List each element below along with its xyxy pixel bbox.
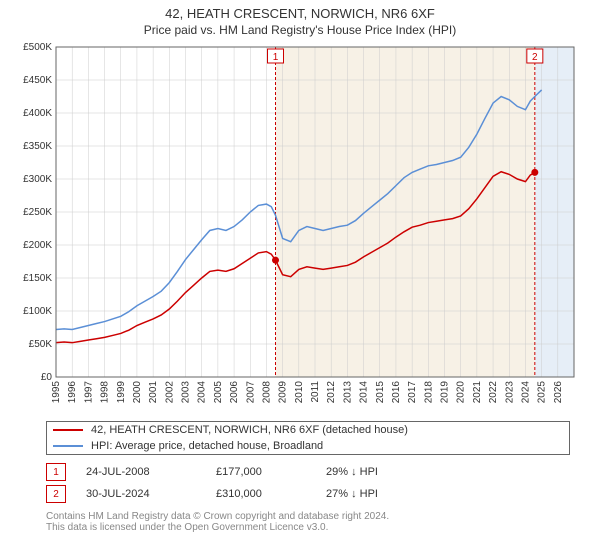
sale-delta: 29% ↓ HPI: [326, 466, 570, 478]
svg-text:£200K: £200K: [23, 240, 52, 251]
sales-row: 2 30-JUL-2024 £310,000 27% ↓ HPI: [46, 483, 570, 505]
svg-text:2020: 2020: [456, 381, 467, 404]
svg-text:2026: 2026: [553, 381, 564, 404]
svg-text:£300K: £300K: [23, 174, 52, 185]
svg-text:£450K: £450K: [23, 75, 52, 86]
svg-text:£250K: £250K: [23, 207, 52, 218]
svg-text:2018: 2018: [423, 381, 434, 404]
sale-marker-icon: 2: [46, 485, 66, 503]
svg-text:2025: 2025: [537, 381, 548, 404]
svg-text:2007: 2007: [245, 381, 256, 404]
svg-text:2: 2: [532, 52, 538, 63]
svg-text:2011: 2011: [310, 381, 321, 403]
svg-text:£350K: £350K: [23, 141, 52, 152]
legend-label: 42, HEATH CRESCENT, NORWICH, NR6 6XF (de…: [91, 424, 408, 436]
sale-price: £177,000: [216, 466, 326, 478]
legend-row: HPI: Average price, detached house, Broa…: [47, 438, 569, 454]
price-chart: £0£50K£100K£150K£200K£250K£300K£350K£400…: [10, 37, 590, 417]
svg-text:2012: 2012: [326, 381, 337, 404]
svg-text:£50K: £50K: [29, 339, 53, 350]
sale-price: £310,000: [216, 488, 326, 500]
sales-row: 1 24-JUL-2008 £177,000 29% ↓ HPI: [46, 461, 570, 483]
svg-text:2001: 2001: [148, 381, 159, 404]
svg-text:2017: 2017: [407, 381, 418, 404]
chart-titles: 42, HEATH CRESCENT, NORWICH, NR6 6XF Pri…: [0, 0, 600, 37]
svg-text:2024: 2024: [520, 381, 531, 404]
svg-text:£100K: £100K: [23, 306, 52, 317]
sale-date: 24-JUL-2008: [86, 466, 216, 478]
svg-text:1997: 1997: [83, 381, 94, 404]
legend-label: HPI: Average price, detached house, Broa…: [91, 440, 323, 452]
chart-title: 42, HEATH CRESCENT, NORWICH, NR6 6XF: [0, 6, 600, 21]
svg-text:2010: 2010: [294, 381, 305, 404]
svg-text:2009: 2009: [278, 381, 289, 404]
svg-text:2000: 2000: [132, 381, 143, 404]
svg-text:2021: 2021: [472, 381, 483, 404]
svg-text:2003: 2003: [181, 381, 192, 404]
svg-text:£150K: £150K: [23, 273, 52, 284]
svg-text:2015: 2015: [375, 381, 386, 404]
svg-text:1998: 1998: [100, 381, 111, 404]
svg-text:2006: 2006: [229, 381, 240, 404]
svg-text:£500K: £500K: [23, 42, 52, 53]
legend-row: 42, HEATH CRESCENT, NORWICH, NR6 6XF (de…: [47, 422, 569, 438]
svg-text:2008: 2008: [261, 381, 272, 404]
chart-legend: 42, HEATH CRESCENT, NORWICH, NR6 6XF (de…: [46, 421, 570, 455]
svg-text:2016: 2016: [391, 381, 402, 404]
svg-text:1999: 1999: [116, 381, 127, 404]
svg-text:2005: 2005: [213, 381, 224, 404]
sale-delta: 27% ↓ HPI: [326, 488, 570, 500]
svg-text:2004: 2004: [197, 381, 208, 404]
sale-marker-icon: 1: [46, 463, 66, 481]
svg-text:1995: 1995: [51, 381, 62, 404]
svg-text:£400K: £400K: [23, 108, 52, 119]
svg-text:1: 1: [273, 52, 279, 63]
svg-text:2013: 2013: [342, 381, 353, 404]
page: 42, HEATH CRESCENT, NORWICH, NR6 6XF Pri…: [0, 0, 600, 560]
legend-swatch: [53, 429, 83, 431]
svg-text:2022: 2022: [488, 381, 499, 404]
svg-text:2002: 2002: [164, 381, 175, 404]
footer-line: This data is licensed under the Open Gov…: [46, 522, 570, 533]
sale-date: 30-JUL-2024: [86, 488, 216, 500]
svg-text:2014: 2014: [359, 381, 370, 404]
footer-attribution: Contains HM Land Registry data © Crown c…: [46, 511, 570, 533]
footer-line: Contains HM Land Registry data © Crown c…: [46, 511, 570, 522]
legend-swatch: [53, 445, 83, 447]
svg-text:2023: 2023: [504, 381, 515, 404]
chart-subtitle: Price paid vs. HM Land Registry's House …: [0, 23, 600, 37]
svg-text:1996: 1996: [67, 381, 78, 404]
svg-text:2019: 2019: [440, 381, 451, 404]
sales-table: 1 24-JUL-2008 £177,000 29% ↓ HPI 2 30-JU…: [46, 461, 570, 505]
